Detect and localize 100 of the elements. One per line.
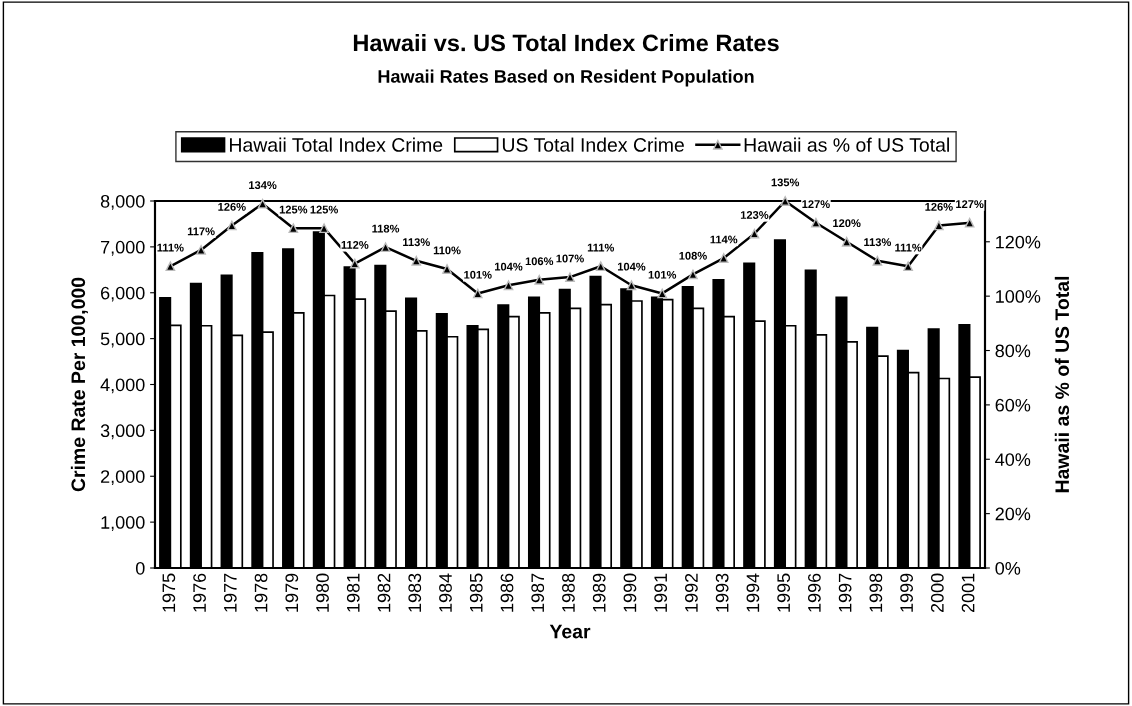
legend-label: Hawaii Total Index Crime <box>230 137 443 152</box>
y-axis-title: Crime Rate Per 100,000 <box>70 277 88 492</box>
data-label: 111% <box>587 243 615 252</box>
chart-subtitle: Hawaii Rates Based on Resident Population <box>378 69 754 87</box>
x-tick-label: 1986 <box>500 573 514 612</box>
y2-tick-label: 40% <box>995 453 1031 466</box>
point <box>934 220 944 231</box>
data-label: 104% <box>617 262 646 271</box>
y-tick-label: 1,000 <box>101 516 145 531</box>
x-tick-label: 1984 <box>439 573 452 612</box>
x-tick-label: 1998 <box>869 573 883 612</box>
point <box>257 198 268 209</box>
point <box>565 272 575 282</box>
data-label: 125% <box>310 205 338 214</box>
data-label: 104% <box>495 262 523 271</box>
point <box>688 269 698 280</box>
data-label: 107% <box>556 254 584 263</box>
point <box>595 261 606 272</box>
y2-tick-label: 20% <box>995 507 1031 521</box>
point <box>442 264 452 274</box>
point <box>503 280 514 291</box>
data-label: 110% <box>433 246 461 255</box>
data-label: 111% <box>157 243 184 252</box>
data-label: 111% <box>895 243 922 252</box>
y2-axis-title: Hawaii as % of US Total <box>1054 276 1070 493</box>
point <box>349 258 360 269</box>
y-tick-label: 5,000 <box>100 332 145 348</box>
point <box>657 288 668 299</box>
point <box>903 261 914 272</box>
data-label: 101% <box>648 270 677 279</box>
x-tick-label: 1991 <box>654 573 668 612</box>
point <box>964 217 975 228</box>
data-label: 126% <box>925 202 953 211</box>
point <box>288 223 299 234</box>
y-tick-label: 3,000 <box>100 424 145 440</box>
data-label: 120% <box>833 219 861 228</box>
x-tick-label: 1996 <box>807 573 821 612</box>
data-label: 117% <box>187 227 215 236</box>
x-tick-label: 1992 <box>685 573 698 612</box>
point <box>411 255 422 266</box>
x-tick-label: 1982 <box>377 573 391 612</box>
x-tick-label: 2001 <box>961 573 975 613</box>
y-tick-label: 2,000 <box>101 470 145 486</box>
data-label: 126% <box>218 202 246 211</box>
data-label: 135% <box>771 178 800 187</box>
x-tick-label: 1981 <box>346 573 360 612</box>
point <box>841 236 852 247</box>
x-tick-label: 1999 <box>900 573 913 612</box>
point <box>380 242 391 253</box>
data-label: 108% <box>679 251 707 260</box>
y2-tick-label: 60% <box>995 398 1031 412</box>
y-tick-label: 6,000 <box>101 286 145 302</box>
x-tick-label: 1980 <box>316 573 329 612</box>
x-tick-label: 1979 <box>285 573 299 612</box>
data-label: 118% <box>372 224 400 233</box>
y-tick-label: 8,000 <box>100 194 145 210</box>
point <box>718 253 729 263</box>
y-tick-label: 7,000 <box>101 240 145 256</box>
y2-tick-label: 100% <box>996 290 1041 303</box>
x-tick-label: 1978 <box>254 573 268 612</box>
x-tick-label: 1994 <box>746 573 760 612</box>
x-tick-label: 1987 <box>531 573 545 612</box>
point <box>165 261 176 272</box>
point <box>226 220 237 231</box>
data-label: 114% <box>710 235 738 244</box>
x-tick-label: 1976 <box>193 573 206 612</box>
y2-tick-label: 120% <box>996 235 1041 249</box>
legend-label: Hawaii as % of US Total <box>744 137 949 152</box>
x-tick-label: 1989 <box>592 573 606 612</box>
data-label: 123% <box>740 211 769 219</box>
data-label: 106% <box>525 257 554 266</box>
point <box>780 196 791 206</box>
point <box>196 245 206 255</box>
data-label: 112% <box>341 240 369 249</box>
x-tick-label: 2000 <box>930 573 944 613</box>
data-label: 127% <box>802 200 830 209</box>
point <box>472 288 483 299</box>
x-tick-label: 1995 <box>777 573 791 612</box>
data-label: 125% <box>279 205 308 214</box>
data-label: 101% <box>464 270 492 279</box>
point <box>626 280 637 291</box>
x-tick-label: 1977 <box>223 573 237 612</box>
x-tick-label: 1993 <box>715 573 729 612</box>
point <box>872 255 883 266</box>
point <box>319 223 329 234</box>
legend-label: US Total Index Crime <box>502 137 684 152</box>
data-label: 113% <box>403 238 430 247</box>
x-tick-label: 1988 <box>562 573 575 612</box>
y2-tick-label: 80% <box>995 344 1031 358</box>
x-tick-label: 1990 <box>623 573 637 612</box>
y-tick-label: 4,000 <box>100 378 145 394</box>
data-label: 134% <box>249 181 277 190</box>
y-tick-label: 0 <box>135 561 145 575</box>
x-tick-label: 1997 <box>838 573 852 612</box>
x-tick-label: 1985 <box>469 573 483 612</box>
chart-title: Hawaii vs. US Total Index Crime Rates <box>353 34 779 52</box>
y2-tick-label: 0% <box>995 561 1021 575</box>
x-tick-label: 1983 <box>408 573 422 612</box>
point <box>749 228 760 239</box>
x-axis-title: Year <box>549 624 591 639</box>
